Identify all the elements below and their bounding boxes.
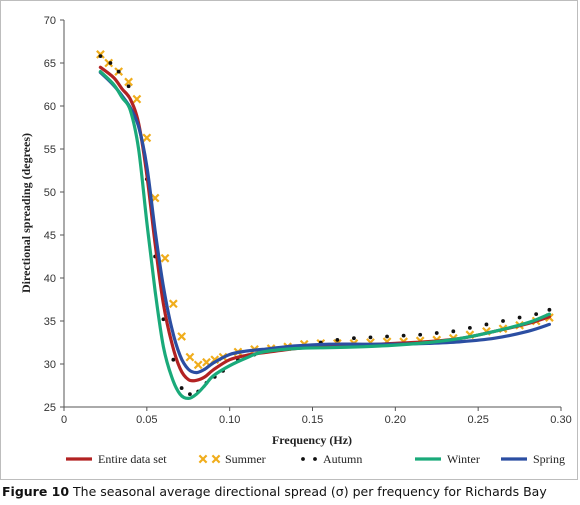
figure-caption: Figure 10 The seasonal average direction… (2, 484, 578, 504)
y-tick-label: 50 (44, 187, 56, 199)
axes: 0 0.05 0.10 0.15 0.20 0.25 0.30 25 30 35 40 45 50 55 6… (44, 15, 572, 426)
point-autumn (368, 335, 373, 340)
point-autumn (188, 392, 192, 396)
y-tick-label: 55 (44, 144, 56, 156)
legend-label: Spring (533, 452, 565, 466)
y-axis-title: Directional spreading (degrees) (19, 133, 33, 293)
point-autumn (352, 336, 356, 341)
y-tick-label: 40 (44, 273, 56, 285)
x-axis-title: Frequency (Hz) (272, 433, 352, 447)
series-winter (98, 70, 551, 400)
legend-item-winter: Winter (415, 452, 480, 466)
y-tick-label: 60 (44, 101, 56, 113)
y-tick-label: 30 (44, 359, 56, 371)
point-autumn (161, 317, 166, 322)
point-summer (160, 253, 170, 263)
point-autumn (451, 329, 456, 334)
x-tick-label: 0.25 (467, 414, 488, 426)
y-tick-label: 25 (44, 402, 56, 414)
x-tick-label: 0.30 (550, 414, 571, 426)
y-tick-label: 45 (44, 230, 56, 242)
point-summer (132, 94, 142, 104)
legend-swatch (211, 454, 221, 464)
y-tick-label: 35 (44, 316, 56, 328)
point-summer (193, 360, 203, 370)
legend-swatch (301, 457, 305, 461)
point-autumn (335, 338, 340, 342)
point-autumn (534, 312, 539, 317)
y-tick-label: 65 (44, 58, 56, 70)
point-autumn (517, 315, 522, 320)
legend-swatch (313, 457, 317, 461)
point-summer (185, 352, 195, 362)
x-tick-label: 0.20 (385, 414, 406, 426)
point-autumn (401, 333, 406, 338)
point-autumn (484, 322, 489, 327)
point-autumn (547, 307, 552, 312)
point-autumn (116, 69, 121, 74)
legend-label: Entire data set (98, 452, 167, 466)
legend-label: Summer (225, 452, 266, 466)
legend-item-spring: Spring (501, 452, 565, 466)
point-autumn (501, 319, 505, 323)
caption-label: Figure 10 (2, 484, 70, 499)
x-tick-label: 0.05 (136, 414, 157, 426)
point-autumn (385, 334, 389, 339)
y-tick-label: 70 (44, 15, 56, 27)
point-autumn (108, 61, 113, 65)
point-autumn (179, 386, 184, 390)
point-autumn (98, 54, 103, 59)
point-autumn (467, 325, 472, 330)
x-tick-label: 0 (61, 414, 67, 426)
x-tick-label: 0.10 (219, 414, 240, 426)
series-layer (96, 50, 554, 400)
point-autumn (171, 357, 176, 362)
legend: Entire data set Summer Autumn Winter Spring (66, 452, 565, 466)
legend-label: Winter (447, 452, 480, 466)
chart-frame: 0 0.05 0.10 0.15 0.20 0.25 0.30 25 30 35 40 45 50 55 6… (0, 0, 578, 480)
legend-label: Autumn (323, 452, 362, 466)
x-tick-label: 0.15 (302, 414, 323, 426)
point-summer (177, 332, 187, 341)
point-summer (142, 133, 152, 143)
point-summer (168, 299, 178, 309)
legend-item-summer: Summer (198, 452, 266, 466)
legend-item-entire-data-set: Entire data set (66, 452, 167, 466)
series-line-winter (98, 70, 551, 400)
point-autumn (434, 331, 439, 335)
legend-item-autumn: Autumn (301, 452, 362, 466)
point-autumn (418, 332, 423, 337)
caption-text: The seasonal average directional spread … (73, 484, 547, 499)
point-autumn (126, 84, 131, 89)
chart-plot: 0 0.05 0.10 0.15 0.20 0.25 0.30 25 30 35 40 45 50 55 6… (19, 15, 572, 466)
legend-swatch (198, 454, 208, 464)
point-summer (124, 77, 133, 87)
